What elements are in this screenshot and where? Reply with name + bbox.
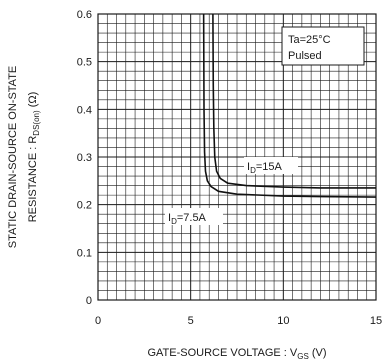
- y-tick-label: 0.3: [77, 152, 92, 164]
- legend-line-temperature: Ta=25°C: [288, 34, 331, 46]
- series-lines: [202, 13, 377, 198]
- x-axis-label: GATE-SOURCE VOLTAGE : VGS (V): [147, 347, 326, 361]
- plot-frame: [97, 13, 377, 301]
- series-label-15a: ID=15A: [247, 161, 283, 175]
- y-tick-label: 0.4: [77, 104, 92, 116]
- x-tick-label: 0: [95, 315, 101, 327]
- series-label-7-5a: ID=7.5A: [168, 212, 207, 226]
- series-label-bg-15a: [244, 157, 298, 174]
- y-tick-label: 0: [86, 295, 92, 307]
- y-axis-label-line2: RESISTANCE : RDS(on) (Ω): [27, 92, 41, 223]
- x-tick-label: 10: [277, 315, 289, 327]
- series-label-bg-7-5a: [165, 208, 223, 225]
- y-axis-label-line1: STATIC DRAIN-SOURCE ON-STATE: [7, 66, 19, 249]
- y-tick-label: 0.6: [77, 9, 92, 21]
- x-tick-label: 15: [370, 315, 382, 327]
- y-tick-label: 0.5: [77, 57, 92, 69]
- legend-box: [281, 26, 365, 66]
- y-tick-label: 0.1: [77, 247, 92, 259]
- x-tick-label: 5: [188, 315, 194, 327]
- tick-labels: 0 5 10 15 0 0.1 0.2 0.3 0.4 0.5 0.6: [77, 9, 382, 327]
- y-tick-label: 0.2: [77, 200, 92, 212]
- series-line-1: [202, 13, 377, 198]
- legend-line-pulsed: Pulsed: [288, 50, 322, 62]
- series-line-0: [212, 13, 376, 189]
- grid: [98, 14, 376, 300]
